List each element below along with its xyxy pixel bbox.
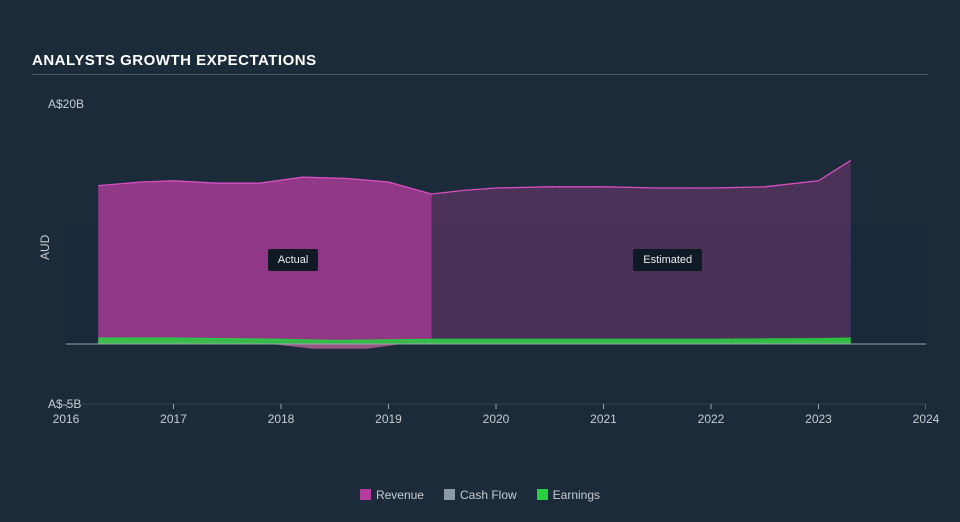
x-tick-label: 2018 [261,412,301,426]
x-tick-label: 2017 [154,412,194,426]
legend-item-earnings: Earnings [537,488,600,502]
legend-label: Revenue [376,488,424,502]
legend-label: Earnings [553,488,600,502]
legend: Revenue Cash Flow Earnings [0,488,960,502]
y-tick-label: A$-5B [48,397,81,411]
annotation-actual: Actual [268,249,319,271]
annotation-estimated: Estimated [633,249,702,271]
y-tick-label: A$20B [48,97,84,111]
legend-label: Cash Flow [460,488,517,502]
x-tick-label: 2016 [46,412,86,426]
chart-title: ANALYSTS GROWTH EXPECTATIONS [32,52,317,69]
legend-item-revenue: Revenue [360,488,424,502]
x-tick-label: 2019 [369,412,409,426]
x-tick-label: 2024 [906,412,946,426]
legend-swatch [360,489,371,500]
x-tick-label: 2020 [476,412,516,426]
legend-item-cashflow: Cash Flow [444,488,517,502]
title-divider [32,74,928,75]
x-tick-label: 2023 [799,412,839,426]
chart-container: ANALYSTS GROWTH EXPECTATIONS AUD Revenue… [0,0,960,522]
x-tick-label: 2022 [691,412,731,426]
chart-plot [66,94,926,434]
legend-swatch [444,489,455,500]
legend-swatch [537,489,548,500]
y-axis-label: AUD [38,235,52,260]
x-tick-label: 2021 [584,412,624,426]
revenue-area-actual [98,177,431,344]
